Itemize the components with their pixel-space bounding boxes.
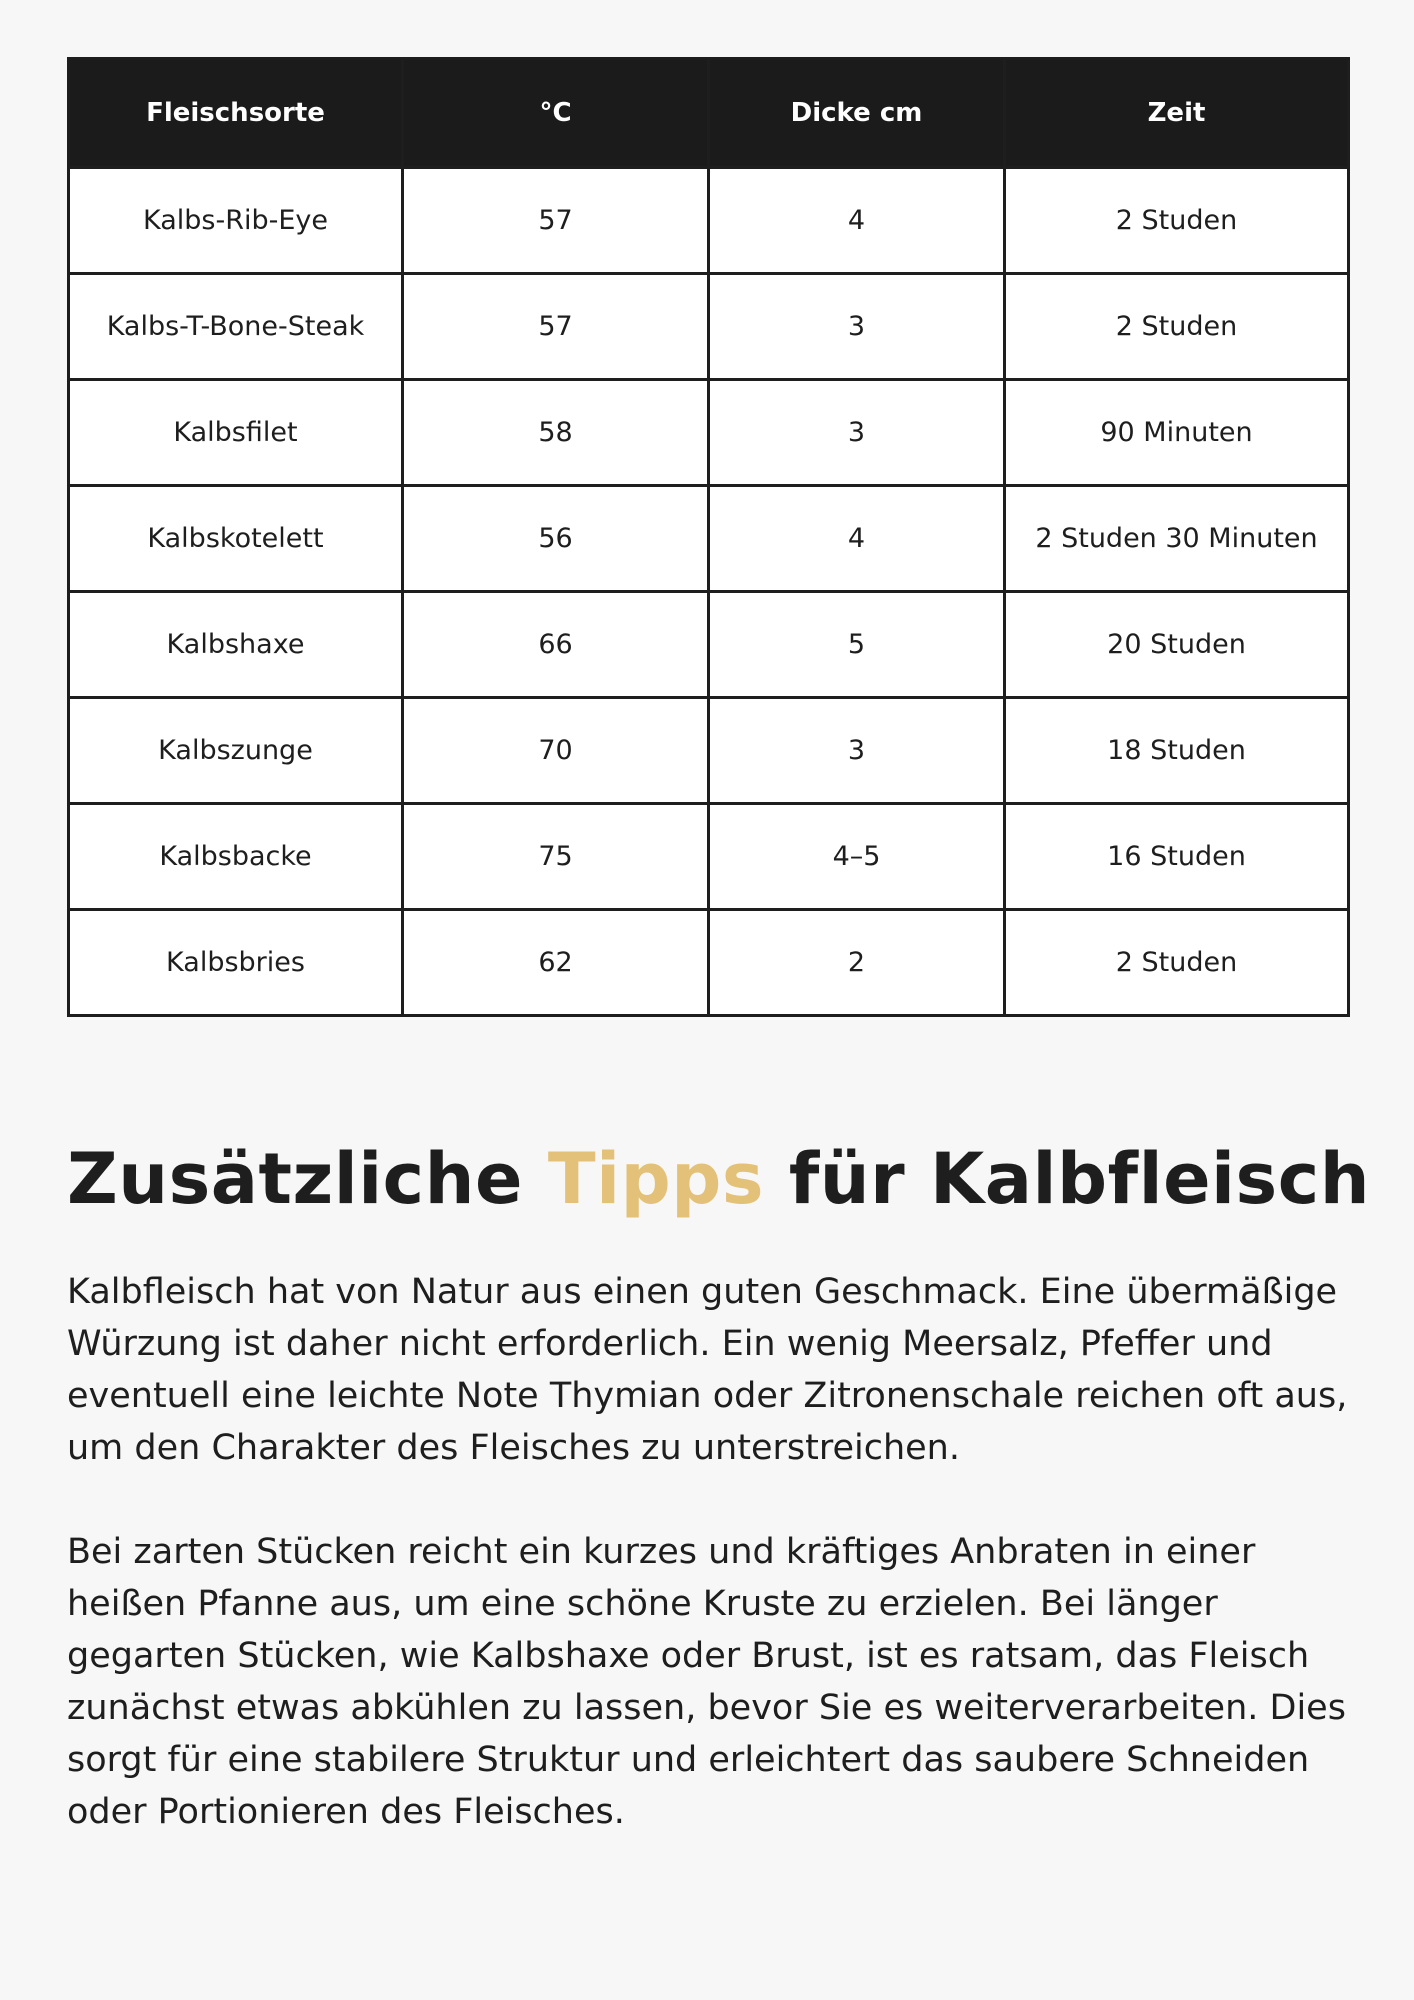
table-row: Kalbs-Rib-Eye 57 4 2 Studen bbox=[67, 166, 1350, 275]
column-header-meat: Fleischsorte bbox=[67, 57, 404, 169]
cell-meat: Kalbs-Rib-Eye bbox=[67, 166, 404, 275]
heading-text-end: für Kalbfleisch bbox=[763, 1138, 1371, 1220]
table-row: Kalbs-T-Bone-Steak 57 3 2 Studen bbox=[67, 272, 1350, 381]
cell-temperature: 66 bbox=[401, 590, 710, 699]
table-row: Kalbshaxe 66 5 20 Studen bbox=[67, 590, 1350, 699]
cell-thickness: 4 bbox=[707, 484, 1006, 593]
table-row: Kalbsbacke 75 4–5 16 Studen bbox=[67, 802, 1350, 911]
cell-temperature: 58 bbox=[401, 378, 710, 487]
cell-thickness: 2 bbox=[707, 908, 1006, 1017]
section-heading: Zusätzliche Tipps für Kalbfleisch bbox=[67, 1138, 1370, 1220]
table-row: Kalbskotelett 56 4 2 Studen 30 Minuten bbox=[67, 484, 1350, 593]
cell-thickness: 5 bbox=[707, 590, 1006, 699]
column-header-thickness: Dicke cm bbox=[707, 57, 1006, 169]
cell-time: 16 Studen bbox=[1003, 802, 1350, 911]
cell-temperature: 57 bbox=[401, 272, 710, 381]
cell-thickness: 3 bbox=[707, 272, 1006, 381]
cooking-table: Fleischsorte °C Dicke cm Zeit Kalbs-Rib-… bbox=[67, 57, 1350, 1017]
cell-meat: Kalbshaxe bbox=[67, 590, 404, 699]
heading-accent-word: Tipps bbox=[547, 1138, 764, 1220]
cell-temperature: 56 bbox=[401, 484, 710, 593]
cell-meat: Kalbskotelett bbox=[67, 484, 404, 593]
cell-meat: Kalbsbacke bbox=[67, 802, 404, 911]
cell-temperature: 75 bbox=[401, 802, 710, 911]
cooking-table-container: Fleischsorte °C Dicke cm Zeit Kalbs-Rib-… bbox=[67, 57, 1350, 1017]
table-row: Kalbszunge 70 3 18 Studen bbox=[67, 696, 1350, 805]
heading-text-start: Zusätzliche bbox=[67, 1138, 548, 1220]
cell-time: 20 Studen bbox=[1003, 590, 1350, 699]
cell-time: 2 Studen bbox=[1003, 908, 1350, 1017]
table-row: Kalbsfilet 58 3 90 Minuten bbox=[67, 378, 1350, 487]
tips-body: Kalbfleisch hat von Natur aus einen gute… bbox=[67, 1266, 1352, 1890]
cell-time: 2 Studen 30 Minuten bbox=[1003, 484, 1350, 593]
cell-temperature: 57 bbox=[401, 166, 710, 275]
paragraph: Bei zarten Stücken reicht ein kurzes und… bbox=[67, 1532, 1346, 1832]
cell-meat: Kalbsbries bbox=[67, 908, 404, 1017]
cell-temperature: 62 bbox=[401, 908, 710, 1017]
table-row: Kalbsbries 62 2 2 Studen bbox=[67, 908, 1350, 1017]
cell-thickness: 3 bbox=[707, 378, 1006, 487]
column-header-temperature: °C bbox=[401, 57, 710, 169]
cell-meat: Kalbszunge bbox=[67, 696, 404, 805]
paragraph: Kalbfleisch hat von Natur aus einen gute… bbox=[67, 1272, 1348, 1468]
cell-meat: Kalbsfilet bbox=[67, 378, 404, 487]
cell-thickness: 3 bbox=[707, 696, 1006, 805]
column-header-time: Zeit bbox=[1003, 57, 1350, 169]
cell-time: 90 Minuten bbox=[1003, 378, 1350, 487]
cell-temperature: 70 bbox=[401, 696, 710, 805]
cell-meat: Kalbs-T-Bone-Steak bbox=[67, 272, 404, 381]
cell-thickness: 4–5 bbox=[707, 802, 1006, 911]
cell-time: 2 Studen bbox=[1003, 166, 1350, 275]
table-header-row: Fleischsorte °C Dicke cm Zeit bbox=[67, 57, 1350, 169]
cell-time: 18 Studen bbox=[1003, 696, 1350, 805]
cell-time: 2 Studen bbox=[1003, 272, 1350, 381]
cell-thickness: 4 bbox=[707, 166, 1006, 275]
